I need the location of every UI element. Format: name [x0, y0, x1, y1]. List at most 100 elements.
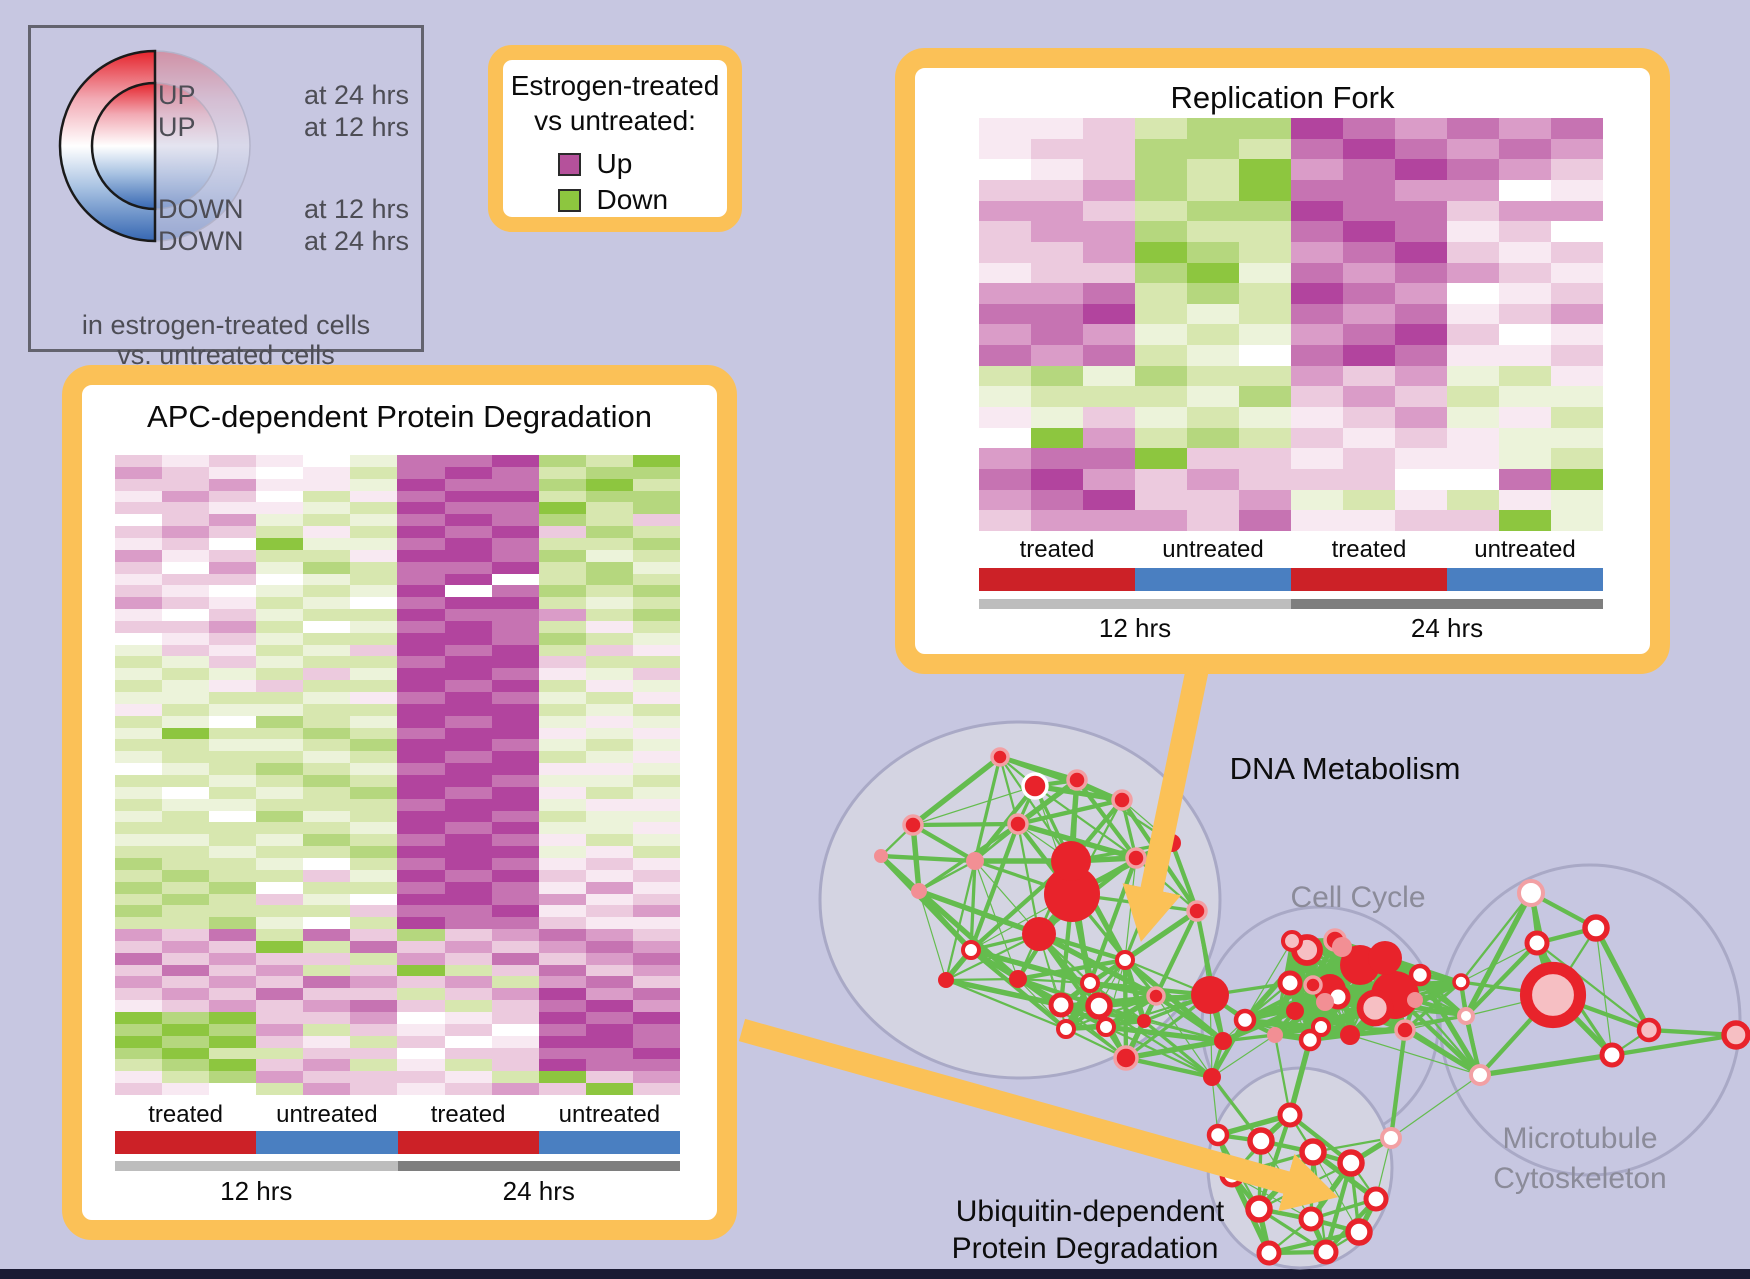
microtubule-label-line2: Cytoskeleton: [1493, 1162, 1667, 1195]
condition-label: treated: [1331, 536, 1407, 563]
legend-row-up-12: UP at 12 hrs: [31, 112, 421, 144]
legend-time: at 24 hrs: [303, 226, 409, 256]
time-bar-t24: [1291, 599, 1603, 609]
network-node: [1299, 1138, 1327, 1166]
cell-cycle-label: Cell Cycle: [1290, 881, 1426, 914]
network-node: [1721, 1020, 1750, 1050]
network-node: [1298, 1206, 1324, 1232]
treated-bar: [1291, 568, 1447, 591]
treated-bar: [979, 568, 1135, 591]
legend-item-up: Up: [503, 146, 727, 182]
updown-color-legend-box: Estrogen-treated vs untreated: Up Down: [488, 45, 742, 232]
ubiquitin-label-line1: Ubiquitin-dependent: [955, 1195, 1225, 1228]
condition-label: untreated: [1474, 536, 1576, 563]
network-node: [1256, 1240, 1282, 1266]
network-node: [1115, 950, 1135, 970]
network-node: [1311, 1017, 1331, 1037]
condition-label: untreated: [276, 1101, 378, 1128]
network-node: [1517, 879, 1545, 907]
network-node: [1313, 1239, 1339, 1265]
network-node: [1340, 945, 1380, 985]
network-node: [938, 972, 954, 988]
legend-time: at 12 hrs: [303, 112, 409, 142]
network-node: [1582, 914, 1610, 942]
network-node: [961, 940, 981, 960]
network-node: [1452, 973, 1470, 991]
bottom-border-bar: [0, 1269, 1750, 1279]
cluster-ubiquitin: [1206, 1066, 1394, 1270]
network-node: [1457, 1007, 1475, 1025]
network-node: [1303, 975, 1323, 995]
condition-label: treated: [430, 1101, 506, 1128]
treated-bar: [115, 1131, 257, 1154]
network-node: [1356, 989, 1394, 1027]
network-node: [1371, 971, 1419, 1019]
network-node: [1009, 970, 1027, 988]
condition-label: untreated: [558, 1101, 661, 1128]
network-node: [1066, 769, 1088, 791]
time-label: 24 hrs: [1410, 613, 1484, 643]
apc-heatmap: [115, 455, 680, 1095]
network-node: [1206, 1123, 1230, 1147]
apc-title: APC-dependent Protein Degradation: [147, 399, 652, 434]
network-node: [1219, 1162, 1245, 1188]
network-node: [1247, 1127, 1275, 1155]
replication-fork-title: Replication Fork: [1170, 80, 1395, 115]
network-node: [1186, 900, 1208, 922]
network-node: [1380, 1127, 1402, 1149]
network-node: [1080, 973, 1100, 993]
network-node: [1323, 928, 1347, 952]
time-label: 12 hrs: [220, 1176, 293, 1206]
ubiquitin-label-line2: Protein Degradation: [951, 1232, 1219, 1265]
network-node: [1345, 1218, 1373, 1246]
network-node: [1316, 993, 1334, 1011]
network-node: [1332, 937, 1352, 957]
replication-fork-box: Replication Fork treated untreated treated…: [895, 48, 1670, 674]
network-node: [1191, 976, 1229, 1014]
network-node: [1311, 1017, 1331, 1037]
network-node: [990, 747, 1010, 767]
network-node: [911, 883, 927, 899]
network-node: [1363, 1186, 1389, 1212]
time-bar-t12: [979, 599, 1291, 609]
network-node: [1340, 1025, 1360, 1045]
legend-dir: DOWN: [158, 226, 244, 256]
network-node: [1051, 841, 1091, 881]
updown-legend-items: Up Down: [503, 146, 727, 218]
network-node: [1022, 917, 1056, 951]
legend-dir: UP: [158, 112, 196, 142]
network-node: [1111, 789, 1133, 811]
dna-metabolism-label: DNA Metabolism: [1229, 751, 1461, 786]
network-node: [1233, 1008, 1257, 1032]
network-node: [1519, 961, 1587, 1029]
network-node: [1056, 1019, 1076, 1039]
network-node: [1277, 970, 1303, 996]
microtubule-label-line1: Microtubule: [1502, 1122, 1658, 1155]
legend-dir: DOWN: [158, 194, 244, 224]
legend-time: at 12 hrs: [303, 194, 409, 224]
legend-row-down-12: DOWN at 12 hrs: [31, 194, 421, 226]
network-node: [1277, 1102, 1303, 1128]
condition-label: treated: [1019, 536, 1095, 563]
time-bar-t12: [115, 1161, 398, 1171]
legend-row-up-24: UP at 24 hrs: [31, 80, 421, 112]
legend-item-label: Down: [596, 184, 669, 215]
apc-degradation-box: APC-dependent Protein Degradation treate…: [62, 365, 737, 1240]
gradient-legend-box: UP at 24 hrs UP at 12 hrs DOWN at 12 hrs DO…: [28, 25, 424, 370]
legend-row-down-24: DOWN at 24 hrs: [31, 226, 421, 258]
updown-gradient-disc: [58, 49, 251, 243]
network-node: [1007, 813, 1029, 835]
apc-time-bars: [115, 1161, 680, 1171]
network-node: [1021, 772, 1049, 800]
legend-item-label: Up: [596, 148, 633, 179]
rf-condition-bars: [979, 568, 1603, 591]
time-label: 24 hrs: [502, 1176, 575, 1206]
network-node: [1203, 1068, 1221, 1086]
cluster-dna-metabolism: [818, 720, 1222, 1080]
legend-caption-line1: in estrogen-treated cells: [81, 310, 371, 340]
network-node: [1163, 834, 1181, 852]
network-node: [1636, 1017, 1662, 1043]
network-node: [1125, 847, 1147, 869]
network-node: [1394, 1019, 1416, 1041]
